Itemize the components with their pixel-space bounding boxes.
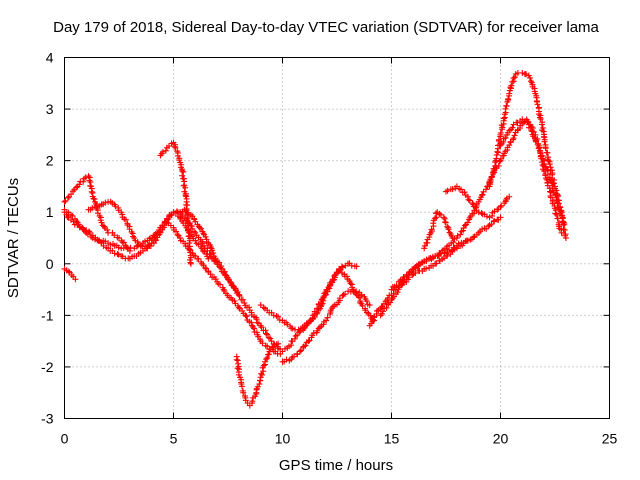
data-point [257, 377, 263, 383]
data-point [163, 148, 169, 154]
data-point [505, 96, 511, 102]
data-point [184, 202, 190, 208]
series-arc-13 [378, 214, 504, 318]
x-tick-label: 25 [602, 431, 618, 447]
x-tick-label: 10 [275, 431, 291, 447]
y-axis-label: SDTVAR / TECUs [5, 178, 22, 298]
plot-frame [65, 58, 610, 419]
data-point [498, 203, 504, 209]
x-axis-label: GPS time / hours [279, 457, 393, 474]
data-points [62, 70, 569, 409]
data-point [341, 292, 347, 298]
y-tick-label: 3 [46, 101, 54, 117]
y-tick-label: 0 [46, 256, 54, 272]
y-tick-label: 1 [46, 204, 54, 220]
series-arc-18 [498, 116, 567, 225]
series-arc-10 [258, 266, 377, 334]
data-point [188, 261, 194, 267]
y-tick-label: 2 [46, 153, 54, 169]
x-tick-label: 0 [61, 431, 69, 447]
x-tick-label: 15 [384, 431, 400, 447]
data-point [301, 343, 307, 349]
data-point [511, 135, 517, 141]
data-point [186, 247, 192, 253]
data-point [492, 159, 498, 165]
data-point [234, 357, 240, 363]
data-point [180, 176, 186, 182]
series-arc-3 [62, 209, 284, 357]
data-point [512, 132, 518, 138]
chart-title: Day 179 of 2018, Sidereal Day-to-day VTE… [53, 19, 599, 36]
grid [65, 58, 610, 419]
data-point [562, 227, 568, 233]
data-point [243, 313, 249, 319]
data-point [523, 71, 529, 77]
data-point [86, 178, 92, 184]
y-tick-label: -1 [41, 307, 54, 323]
x-tick-label: 5 [170, 431, 178, 447]
series-arc-9 [249, 341, 281, 406]
y-tick-label: 4 [46, 50, 54, 66]
data-point [89, 189, 95, 195]
data-point [466, 197, 472, 203]
series-arc-8 [234, 354, 253, 409]
data-point [494, 149, 500, 155]
y-tick-label: -2 [41, 359, 54, 375]
x-tick-label: 20 [493, 431, 509, 447]
data-point [62, 199, 68, 205]
data-point [503, 103, 509, 109]
chart: Day 179 of 2018, Sidereal Day-to-day VTE… [0, 0, 640, 480]
data-point [502, 106, 508, 112]
y-tick-label: -3 [41, 411, 54, 427]
data-point [267, 335, 273, 341]
axis-ticks [65, 58, 610, 419]
data-point [544, 150, 550, 156]
data-point [274, 313, 280, 319]
